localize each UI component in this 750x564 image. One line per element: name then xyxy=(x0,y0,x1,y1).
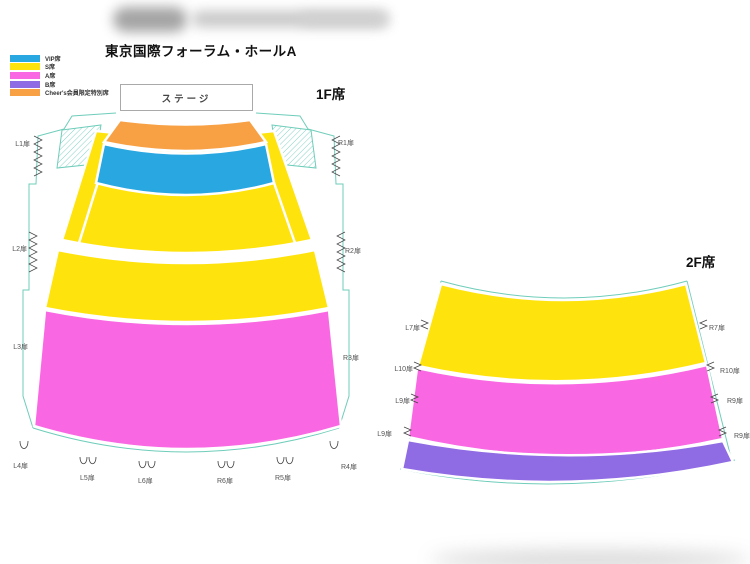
door-label-r10: R10扉 xyxy=(720,368,740,375)
floor2-wall-top xyxy=(440,280,688,299)
floor1-section-a xyxy=(32,308,343,451)
legend-label-cheers: Cheer's会員限定特別席 xyxy=(45,91,109,98)
door-label-r3: R3扉 xyxy=(343,355,359,362)
legend-swatch-s xyxy=(10,63,40,71)
floor1-section-vip xyxy=(94,142,276,197)
door-label-r1: R1扉 xyxy=(338,140,354,147)
legend-label-vip: VIP席 xyxy=(45,56,61,63)
legend-label-b: B席 xyxy=(45,82,56,89)
door-label-l9-upper: L9扉 xyxy=(395,398,410,405)
door-icon-l1 xyxy=(33,135,43,177)
legend-swatch-cheers xyxy=(10,89,40,97)
door-label-r5: R5扉 xyxy=(275,475,291,482)
door-label-l10: L10扉 xyxy=(394,366,413,373)
redacted-header-blur xyxy=(113,7,187,32)
legend-label-s: S席 xyxy=(45,65,56,72)
legend-item-cheers: Cheer's会員限定特別席 xyxy=(10,88,109,97)
floor1-wall-top-left xyxy=(63,112,117,130)
door-icon-r2 xyxy=(336,231,346,273)
floor1-wall-outline xyxy=(22,112,350,453)
door-label-r6: R6扉 xyxy=(217,478,233,485)
venue-title: 東京国際フォーラム・ホールA xyxy=(105,44,297,59)
floor2-sections xyxy=(400,282,735,484)
door-label-l5: L5扉 xyxy=(80,475,95,482)
door-label-l9-lower: L9扉 xyxy=(377,431,392,438)
door-label-r7: R7扉 xyxy=(709,325,725,332)
door-icon-l2 xyxy=(28,231,38,273)
legend-swatch-a xyxy=(10,71,40,79)
door-label-r9-lower: R9扉 xyxy=(734,433,750,440)
door-icon-r6 xyxy=(217,460,235,469)
floor1-wall-right xyxy=(307,128,350,429)
door-label-l7: L7扉 xyxy=(405,325,420,332)
floor1-wall-top-right xyxy=(255,112,309,130)
floor1-sections xyxy=(32,118,343,451)
bottom-shadow xyxy=(430,551,750,564)
legend-item-b: B席 xyxy=(10,80,109,89)
legend-item-s: S席 xyxy=(10,63,109,72)
door-label-l2: L2扉 xyxy=(12,246,27,253)
legend-swatch-b xyxy=(10,80,40,88)
door-icon-r7 xyxy=(699,319,708,330)
legend-swatch-vip xyxy=(10,54,40,62)
legend-item-a: A席 xyxy=(10,71,109,80)
floor2-title: 2F席 xyxy=(686,255,716,270)
floor1-section-cheers xyxy=(101,118,269,153)
door-icon-r5 xyxy=(276,456,294,465)
door-icon-l6 xyxy=(138,460,156,469)
stage-box: ステージ xyxy=(120,84,253,111)
legend-item-vip: VIP席 xyxy=(10,54,109,63)
floor1-title: 1F席 xyxy=(316,87,346,102)
floor2-section-b xyxy=(400,438,735,484)
door-icon-l5 xyxy=(79,456,97,465)
door-icon-l4 xyxy=(19,440,29,449)
floor1-wall-bottom xyxy=(32,427,340,453)
floor1-wall-left xyxy=(22,128,65,429)
door-icon-l7 xyxy=(420,319,429,330)
door-icon-r4 xyxy=(329,440,339,449)
floor2-section-s xyxy=(416,282,708,383)
redacted-header-blur xyxy=(300,13,388,25)
door-label-r9-upper: R9扉 xyxy=(727,398,743,405)
seat-legend: VIP席 S席 A席 B席 Cheer's会員限定特別席 xyxy=(10,54,109,97)
door-label-l1: L1扉 xyxy=(15,141,30,148)
legend-label-a: A席 xyxy=(45,73,56,80)
door-label-r2: R2扉 xyxy=(345,248,361,255)
door-label-r4: R4扉 xyxy=(341,464,357,471)
stage-label: ステージ xyxy=(161,93,212,105)
door-label-l6: L6扉 xyxy=(138,478,153,485)
door-label-l3: L3扉 xyxy=(13,344,28,351)
door-label-l4: L4扉 xyxy=(13,463,28,470)
floor1-section-s-lower xyxy=(43,248,331,324)
